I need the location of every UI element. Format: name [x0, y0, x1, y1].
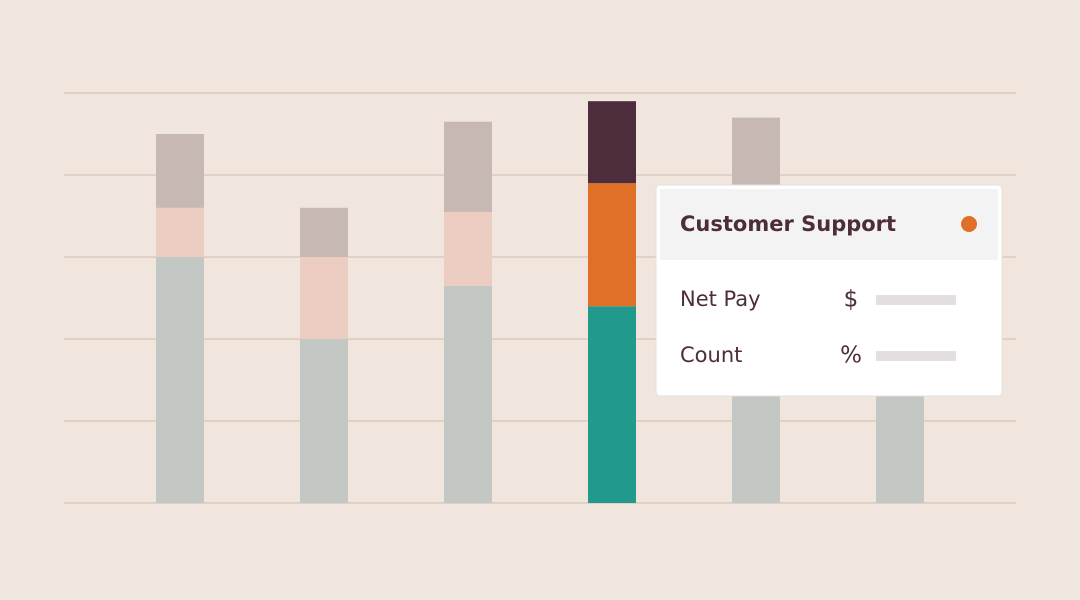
bar-segment — [300, 207, 348, 257]
bar-segment — [588, 183, 636, 307]
bar-segment — [156, 207, 204, 257]
tooltip-row-label: Count — [680, 343, 742, 367]
tooltip: Customer Support Net Pay $ Count% — [655, 184, 1003, 397]
tooltip-row-label: Net Pay — [680, 287, 761, 311]
bar-segment — [156, 134, 204, 208]
bar-segment — [300, 257, 348, 339]
tooltip-row-placeholder — [876, 351, 956, 361]
tooltip-header — [660, 189, 998, 260]
bar-segment — [444, 211, 492, 286]
bar-segment — [588, 306, 636, 503]
bar-segment — [156, 257, 204, 503]
bar-segment — [444, 121, 492, 212]
tooltip-row-symbol: $ — [844, 287, 859, 313]
tooltip-row-symbol: % — [840, 343, 862, 369]
bar-segment — [300, 339, 348, 503]
tooltip-row-placeholder — [876, 295, 956, 305]
bar-segment — [588, 101, 636, 184]
tooltip-dot — [961, 216, 977, 232]
grid — [64, 92, 1016, 504]
bar-segment — [444, 285, 492, 503]
tooltip-title: Customer Support — [680, 212, 896, 236]
